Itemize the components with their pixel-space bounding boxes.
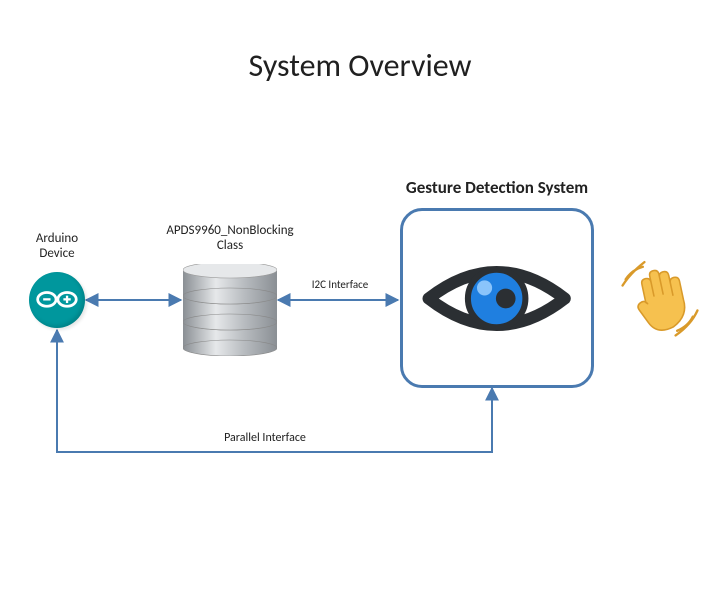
- database-cylinder-icon: [183, 264, 277, 356]
- waving-hand-icon: [621, 259, 699, 342]
- diagram-stage: System Overview ArduinoDevice APDS9960_N…: [0, 0, 720, 600]
- parallel-interface-label: Parallel Interface: [205, 432, 325, 446]
- eye-icon: [421, 249, 572, 348]
- diagram-title: System Overview: [0, 46, 720, 85]
- gesture-detection-label: Gesture Detection System: [380, 178, 614, 198]
- arduino-node: [29, 272, 85, 328]
- gesture-detection-box: [400, 208, 594, 388]
- connectors-layer: [0, 0, 720, 600]
- arduino-icon: [29, 272, 85, 328]
- apds-node: [183, 264, 277, 361]
- i2c-interface-label: I2C Interface: [280, 279, 400, 292]
- apds-label: APDS9960_NonBlockingClass: [135, 224, 325, 254]
- arduino-infinity-icon: [34, 287, 80, 312]
- arduino-label: ArduinoDevice: [7, 232, 107, 262]
